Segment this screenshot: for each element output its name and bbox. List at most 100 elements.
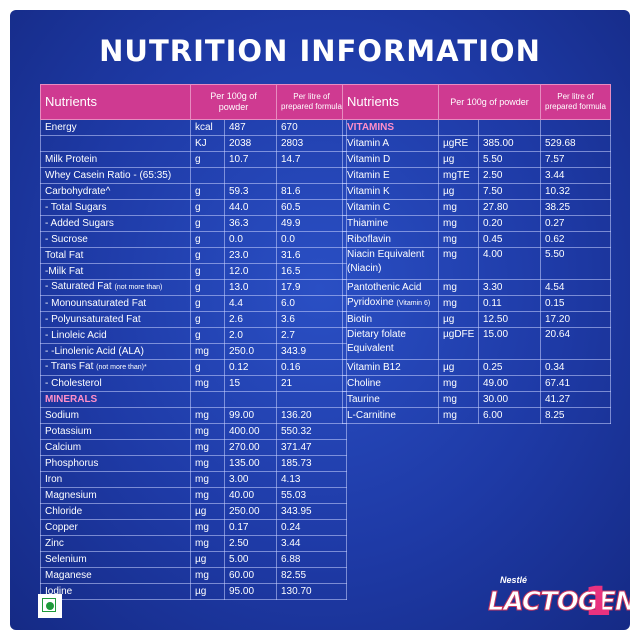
- nutrient-label: Choline: [347, 377, 381, 389]
- per-100g-value: 27.80: [478, 199, 541, 216]
- nutrition-panel: NUTRITION INFORMATION Nutrients Per 100g…: [10, 10, 630, 630]
- empty-cell: [190, 391, 225, 408]
- nutrient-name: Vitamin B12: [342, 359, 439, 376]
- table-row: - Trans Fat (not more than)* g 0.12 0.16: [40, 359, 347, 376]
- nutrient-name: - Monounsaturated Fat: [40, 295, 191, 312]
- per-litre-value: 16.5: [276, 263, 347, 280]
- table-row: Carbohydrate^ g 59.3 81.6: [40, 183, 347, 200]
- per-litre-value: 4.13: [276, 471, 347, 488]
- table-row: Milk Protein g 10.7 14.7: [40, 151, 347, 168]
- nutrient-label: Pantothenic Acid: [347, 281, 422, 293]
- per-100g-value: 40.00: [224, 487, 277, 504]
- nutrient-name: Thiamine: [342, 215, 439, 232]
- nutrient-label: Calcium: [45, 441, 82, 453]
- unit: [190, 167, 225, 184]
- nutrient-name: Vitamin C: [342, 199, 439, 216]
- unit: mg: [438, 215, 479, 232]
- unit: µg: [438, 183, 479, 200]
- per-100g-value: 30.00: [478, 391, 541, 408]
- per-litre-value: 4.54: [540, 279, 611, 296]
- table-row: Riboflavin mg 0.45 0.62: [342, 231, 611, 248]
- per-litre-value: 6.0: [276, 295, 347, 312]
- unit: mg: [190, 487, 225, 504]
- column-header-per-litre: Per litre of prepared formula: [540, 84, 611, 120]
- per-100g-value: 95.00: [224, 583, 277, 600]
- nutrient-name: Selenium: [40, 551, 191, 568]
- nutrient-name: Potassium: [40, 423, 191, 440]
- unit: KJ: [190, 135, 225, 152]
- nutrient-label: Potassium: [45, 425, 92, 437]
- nutrient-label: Iodine: [45, 585, 73, 597]
- per-litre-value: 0.62: [540, 231, 611, 248]
- per-litre-value: 10.32: [540, 183, 611, 200]
- nutrient-name: Iodine: [40, 583, 191, 600]
- per-litre-value: 7.57: [540, 151, 611, 168]
- per-litre-value: 31.6: [276, 247, 347, 264]
- nutrient-name: Vitamin D: [342, 151, 439, 168]
- nutrient-label: Vitamin C: [347, 201, 391, 213]
- unit: mg: [438, 391, 479, 408]
- table-row: - Added Sugars g 36.3 49.9: [40, 215, 347, 232]
- per-litre-value: 0.0: [276, 231, 347, 248]
- table-row: Vitamin B12 µg 0.25 0.34: [342, 359, 611, 376]
- nutrient-name: Chloride: [40, 503, 191, 520]
- nutrient-name: Pantothenic Acid: [342, 279, 439, 296]
- nutrient-label: Zinc: [45, 537, 64, 549]
- per-100g-value: 0.25: [478, 359, 541, 376]
- nutrient-name: Pyridoxine (Vitamin 6): [342, 295, 439, 312]
- per-litre-value: 60.5: [276, 199, 347, 216]
- per-litre-value: 0.16: [276, 359, 347, 376]
- unit: mg: [438, 247, 479, 280]
- per-litre-value: 5.50: [540, 247, 611, 280]
- per-litre-value: 3.44: [276, 535, 347, 552]
- per-100g-value: 4.4: [224, 295, 277, 312]
- unit: g: [190, 295, 225, 312]
- per-litre-value: 17.20: [540, 311, 611, 328]
- table-row: Selenium µg 5.00 6.88: [40, 551, 347, 568]
- per-100g-value: 250.0: [224, 343, 277, 360]
- nutrient-label: Magnesium: [45, 489, 97, 501]
- nutrient-name: - Saturated Fat (not more than): [40, 279, 191, 296]
- per-100g-value: 4.00: [478, 247, 541, 280]
- table-row: Vitamin D µg 5.50 7.57: [342, 151, 611, 168]
- table-row: Biotin µg 12.50 17.20: [342, 311, 611, 328]
- unit: g: [190, 231, 225, 248]
- per-100g-value: 44.0: [224, 199, 277, 216]
- nutrient-label: Energy: [45, 121, 77, 133]
- nutrient-name: Dietary folate Equivalent: [342, 327, 439, 360]
- unit: g: [190, 183, 225, 200]
- per-100g-value: 385.00: [478, 135, 541, 152]
- empty-cell: [478, 119, 541, 136]
- nutrient-name: - -Linolenic Acid (ALA): [40, 343, 191, 360]
- per-litre-value: 0.24: [276, 519, 347, 536]
- table-row: - Polyunsaturated Fat g 2.6 3.6: [40, 311, 347, 328]
- per-100g-value: 6.00: [478, 407, 541, 424]
- nestle-logo: Nestlé: [500, 575, 528, 585]
- per-100g-value: 250.00: [224, 503, 277, 520]
- unit: mg: [190, 423, 225, 440]
- column-header-per-100g: Per 100g of powder: [438, 84, 541, 120]
- stage-number: 1: [584, 579, 612, 625]
- per-100g-value: 3.30: [478, 279, 541, 296]
- unit: g: [190, 199, 225, 216]
- table-row: - Cholesterol mg 15 21: [40, 375, 347, 392]
- table-row: Total Fat g 23.0 31.6: [40, 247, 347, 264]
- table-row: - -Linolenic Acid (ALA) mg 250.0 343.9: [40, 343, 347, 360]
- unit: mg: [438, 231, 479, 248]
- nutrient-name: Energy: [40, 119, 191, 136]
- brand-logo: Nestlé LACTOGEN 1: [488, 575, 630, 625]
- unit: kcal: [190, 119, 225, 136]
- unit: mg: [190, 535, 225, 552]
- table-row: Energy kcal 487 670: [40, 119, 347, 136]
- per-100g-value: [224, 167, 277, 184]
- nutrient-label: Riboflavin: [347, 233, 391, 245]
- nutrient-label: Copper: [45, 521, 78, 533]
- nutrient-label: Whey Casein Ratio - (65:35): [45, 169, 172, 181]
- nutrient-note: (not more than)*: [96, 364, 147, 371]
- nutrition-table-left: Nutrients Per 100g of powder Per litre o…: [40, 84, 347, 600]
- unit: µg: [438, 151, 479, 168]
- per-litre-value: 8.25: [540, 407, 611, 424]
- per-litre-value: 20.64: [540, 327, 611, 360]
- table-row: Phosphorus mg 135.00 185.73: [40, 455, 347, 472]
- per-litre-value: 550.32: [276, 423, 347, 440]
